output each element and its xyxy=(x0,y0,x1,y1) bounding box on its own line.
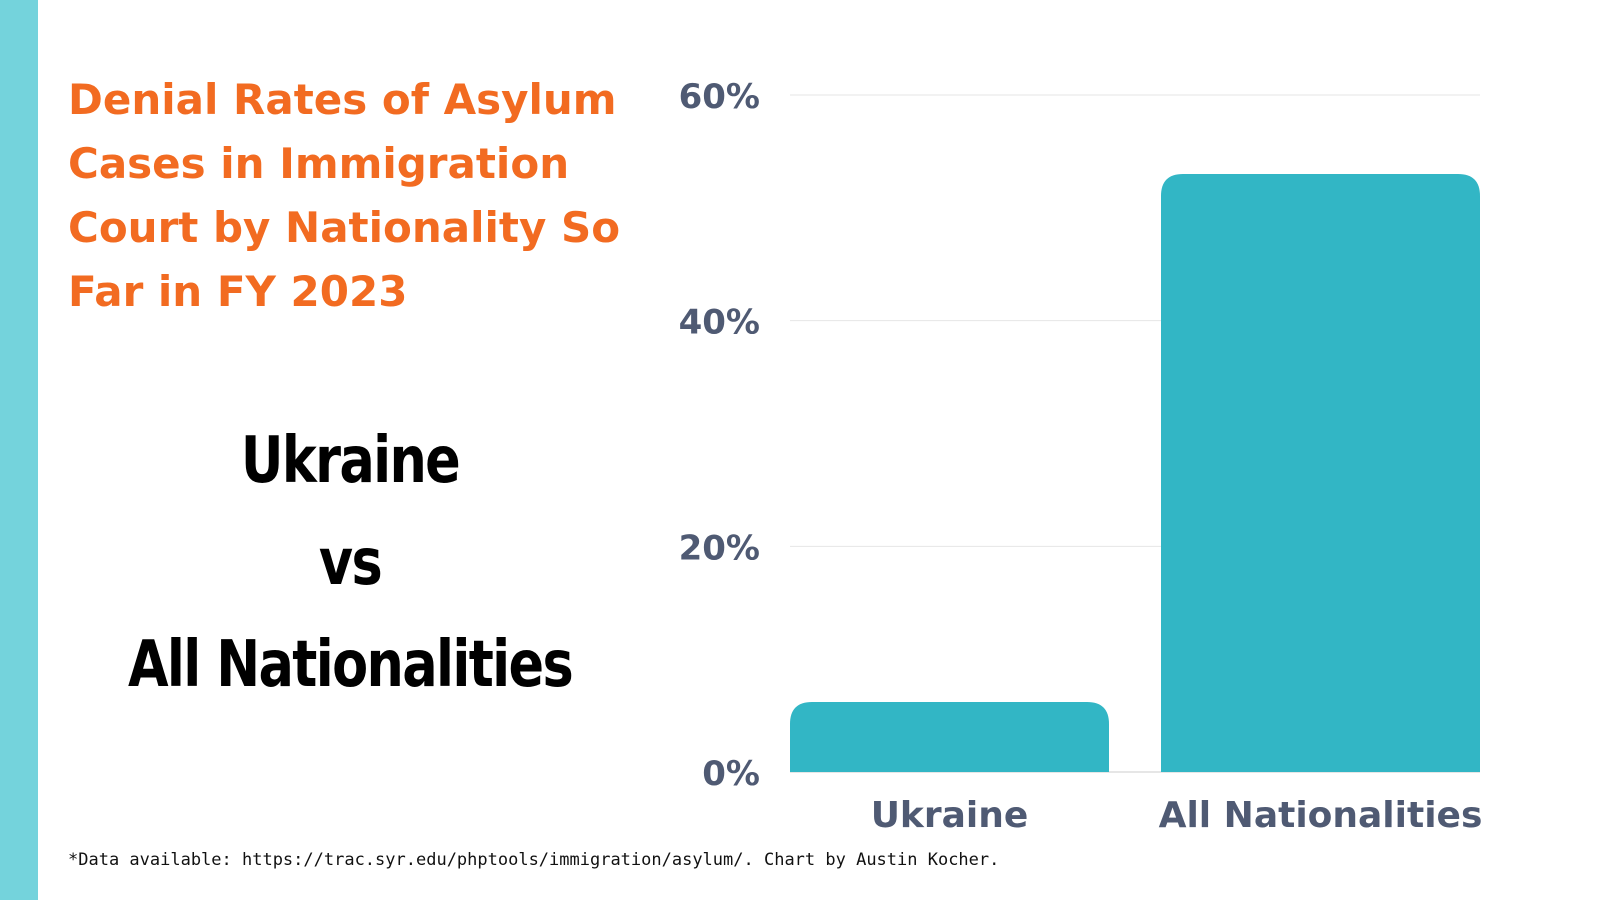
comparison-label: Ukraine vs All Nationalities xyxy=(96,410,604,716)
x-tick-label: All Nationalities xyxy=(1159,795,1483,836)
y-tick-label: 60% xyxy=(679,77,760,117)
side-stripe xyxy=(0,0,38,900)
bar xyxy=(790,702,1109,772)
comparison-line-ukraine: Ukraine xyxy=(240,424,461,498)
x-tick-label: Ukraine xyxy=(871,795,1029,836)
footnote: *Data available: https://trac.syr.edu/ph… xyxy=(68,850,1000,870)
y-tick-label: 40% xyxy=(679,303,760,343)
bar xyxy=(1161,173,1480,772)
comparison-line-vs: vs xyxy=(318,526,383,600)
bar-chart: 0% 20% 40% 60% Ukraine All Nationalities xyxy=(679,77,1483,836)
chart-title: Denial Rates of Asylum Cases in Immigrat… xyxy=(68,75,621,316)
y-tick-label: 20% xyxy=(679,528,760,568)
y-tick-label: 0% xyxy=(702,754,760,794)
comparison-line-all: All Nationalities xyxy=(127,628,574,702)
